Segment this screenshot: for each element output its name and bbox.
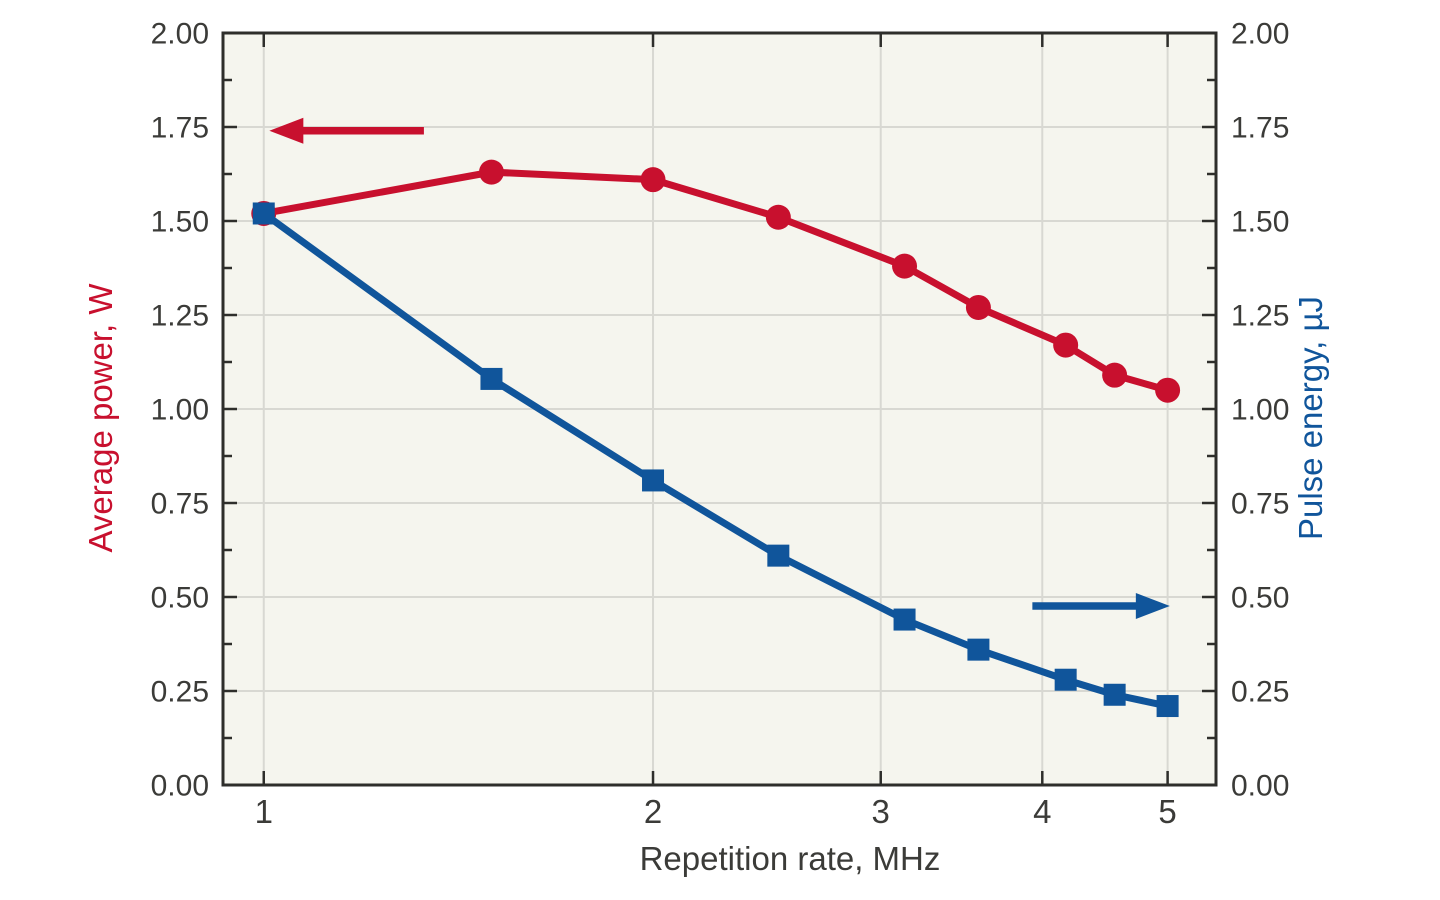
y-tick-label-left: 1.75: [151, 112, 209, 145]
x-axis-title: Repetition rate, MHz: [640, 840, 941, 877]
data-point-square: [480, 367, 503, 390]
data-point-square: [642, 469, 665, 492]
arrow-head: [269, 117, 304, 144]
y-tick-label-left: 1.00: [151, 394, 209, 427]
arrow-right: [1032, 593, 1170, 620]
data-point-circle: [965, 294, 991, 320]
data-point-square: [1054, 668, 1077, 691]
data-point-square: [252, 202, 275, 225]
series-pulse-energy: [252, 202, 1179, 718]
y-tick-label-right: 1.50: [1231, 206, 1289, 239]
data-point-square: [893, 608, 916, 631]
y-tick-label-left: 0.50: [151, 582, 209, 615]
y-tick-label-right: 1.75: [1231, 112, 1289, 145]
data-point-square: [1103, 683, 1126, 706]
data-point-square: [1156, 695, 1179, 718]
data-point-circle: [1102, 362, 1128, 388]
data-point-circle: [1155, 377, 1181, 403]
data-series: [251, 159, 1181, 718]
data-point-square: [967, 638, 990, 661]
y-tick-label-left: 1.25: [151, 300, 209, 333]
y-tick-label-right: 0.00: [1231, 770, 1289, 803]
y-tick-label-left: 0.75: [151, 488, 209, 521]
arrow-head: [1135, 593, 1170, 620]
series-average-power: [251, 159, 1181, 403]
x-tick-label: 1: [255, 793, 273, 830]
arrow-annotations: [269, 117, 1170, 620]
data-point-circle: [478, 159, 504, 185]
gridlines: [223, 33, 1216, 785]
data-point-square: [767, 544, 790, 567]
x-tick-label: 3: [872, 793, 890, 830]
right-axis-title: Pulse energy, µJ: [1292, 296, 1329, 540]
y-tick-label-right: 1.00: [1231, 394, 1289, 427]
y-tick-label-left: 1.50: [151, 206, 209, 239]
x-tick-label: 4: [1033, 793, 1051, 830]
y-tick-label-right: 2.00: [1231, 18, 1289, 51]
data-point-circle: [765, 204, 791, 230]
axis-ticks: [223, 31, 1216, 787]
left-axis-title: Average power, W: [82, 283, 119, 553]
data-point-circle: [892, 253, 918, 279]
x-tick-label: 5: [1158, 793, 1176, 830]
y-tick-label-right: 1.25: [1231, 300, 1289, 333]
plot-frame: [221, 31, 1218, 787]
y-tick-label-right: 0.50: [1231, 582, 1289, 615]
tick-labels: 1 2 3 4 5 0.00 0.00 0.25 0.25 0.50 0.50 0.75 0.75 1.0…: [151, 18, 1290, 831]
data-point-circle: [640, 167, 666, 193]
y-tick-label-left: 0.25: [151, 676, 209, 709]
x-tick-label: 2: [644, 793, 662, 830]
y-tick-label-left: 2.00: [151, 18, 209, 51]
data-point-circle: [1053, 332, 1079, 358]
y-tick-label-right: 0.25: [1231, 676, 1289, 709]
arrow-left: [269, 117, 424, 144]
y-tick-label-right: 0.75: [1231, 488, 1289, 521]
y-tick-label-left: 0.00: [151, 770, 209, 803]
